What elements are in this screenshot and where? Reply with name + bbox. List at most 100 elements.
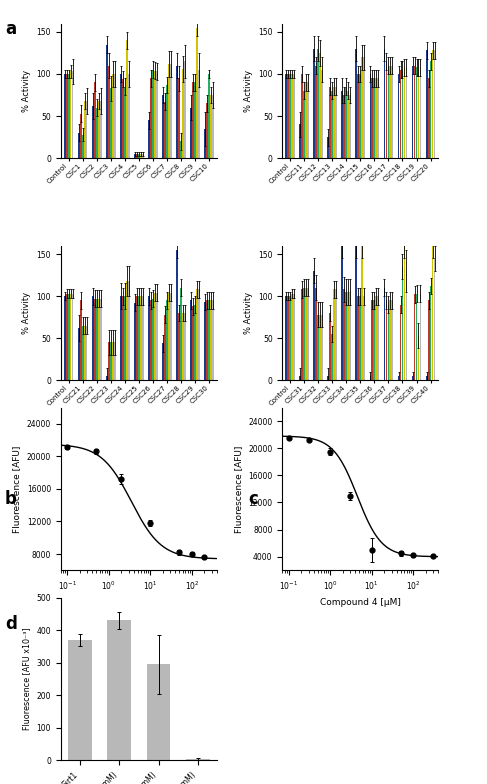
Bar [82, 325, 84, 380]
Bar [331, 91, 333, 158]
Bar [162, 343, 164, 380]
Bar [196, 289, 198, 380]
Bar [289, 296, 291, 380]
Bar [106, 376, 108, 380]
Bar [142, 154, 144, 158]
Bar [287, 296, 289, 380]
Bar [359, 74, 361, 158]
Text: a: a [5, 20, 16, 38]
Bar [86, 101, 88, 158]
Bar [156, 71, 158, 158]
Bar [388, 66, 389, 158]
Bar [204, 302, 206, 380]
Bar [162, 95, 164, 158]
Bar [426, 50, 428, 158]
Y-axis label: % Activity: % Activity [244, 70, 253, 112]
Bar [426, 376, 428, 380]
Bar [363, 296, 365, 380]
Bar [70, 293, 72, 380]
Bar [384, 288, 385, 380]
Bar [180, 141, 182, 158]
Bar [66, 293, 68, 380]
Bar [110, 343, 112, 380]
Bar [148, 120, 150, 158]
X-axis label: Compound 3 [μM]: Compound 3 [μM] [98, 598, 179, 607]
Bar [400, 304, 401, 380]
Bar [138, 296, 140, 380]
Bar [154, 292, 156, 380]
Bar [166, 85, 168, 158]
Bar [126, 40, 128, 158]
Bar [305, 82, 307, 158]
Bar [412, 376, 413, 380]
Bar [329, 86, 331, 158]
Bar [303, 288, 305, 380]
Bar [313, 270, 315, 380]
Y-axis label: Fluorescence [AFU]: Fluorescence [AFU] [12, 445, 21, 532]
Bar [134, 303, 136, 380]
Bar [212, 300, 214, 380]
Bar [140, 296, 142, 380]
Bar [392, 66, 393, 158]
Bar [150, 78, 152, 158]
Bar [363, 57, 365, 158]
Bar [78, 132, 79, 158]
Bar [210, 300, 212, 380]
Bar [192, 82, 194, 158]
Bar [430, 286, 431, 380]
Bar [317, 314, 319, 380]
Bar [315, 288, 317, 380]
Bar [114, 343, 115, 380]
Bar [327, 137, 329, 158]
Bar [190, 300, 192, 380]
Bar [212, 95, 214, 158]
Bar [176, 66, 178, 158]
Bar [84, 101, 86, 158]
Y-axis label: Fluorescence [AFU x10⁻³]: Fluorescence [AFU x10⁻³] [22, 628, 31, 731]
Bar [402, 70, 403, 158]
Bar [331, 334, 333, 380]
Bar [377, 296, 379, 380]
Bar [431, 245, 433, 380]
Bar [204, 129, 206, 158]
Bar [107, 620, 131, 760]
Bar [413, 295, 415, 380]
Bar [94, 82, 95, 158]
Bar [400, 70, 401, 158]
Bar [343, 289, 345, 380]
Y-axis label: % Activity: % Activity [22, 292, 31, 334]
Bar [289, 74, 291, 158]
Bar [72, 293, 74, 380]
Bar [347, 91, 349, 158]
Bar [333, 289, 335, 380]
Bar [150, 300, 152, 380]
Bar [80, 300, 82, 380]
Bar [356, 245, 357, 380]
Bar [128, 74, 130, 158]
Bar [361, 245, 363, 380]
Bar [128, 281, 130, 380]
Y-axis label: % Activity: % Activity [22, 70, 31, 112]
Bar [291, 293, 293, 380]
Bar [192, 307, 194, 380]
Bar [106, 45, 108, 158]
Bar [349, 292, 351, 380]
Bar [140, 154, 142, 158]
Bar [168, 292, 170, 380]
Bar [134, 154, 136, 158]
Bar [390, 66, 391, 158]
Bar [301, 289, 303, 380]
Bar [178, 313, 180, 380]
Bar [374, 300, 375, 380]
Bar [148, 296, 150, 380]
Bar [317, 49, 319, 158]
Bar [156, 292, 158, 380]
Bar [180, 288, 182, 380]
Bar [392, 300, 393, 380]
Bar [64, 74, 66, 158]
Bar [164, 102, 166, 158]
Bar [415, 67, 417, 158]
Bar [154, 71, 156, 158]
Bar [293, 293, 295, 380]
Bar [166, 300, 168, 380]
